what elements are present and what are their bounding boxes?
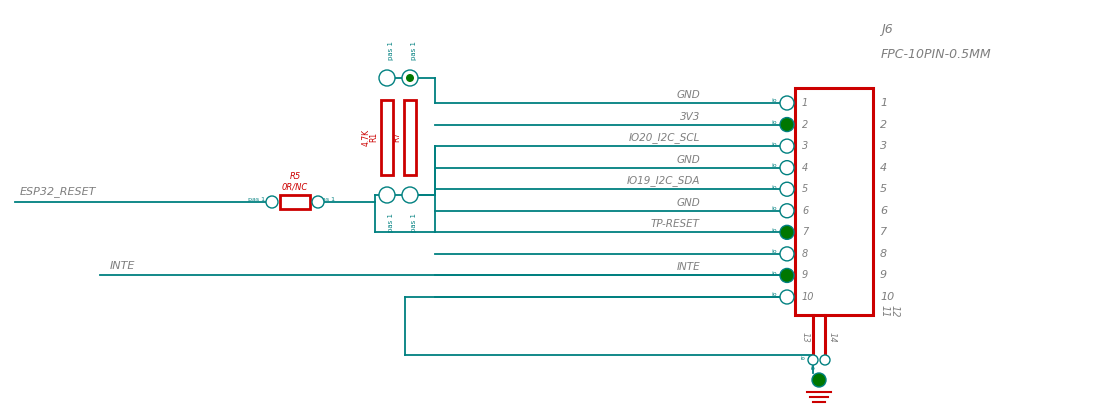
Text: 12: 12 [890, 305, 900, 318]
Text: 7: 7 [880, 227, 887, 237]
Text: 1: 1 [802, 98, 808, 108]
Circle shape [808, 355, 818, 365]
Text: io: io [771, 206, 777, 211]
Text: 2: 2 [802, 120, 808, 130]
Text: pas 1: pas 1 [411, 41, 417, 60]
Text: 10: 10 [880, 292, 895, 302]
Circle shape [266, 196, 278, 208]
Text: pas 1: pas 1 [318, 196, 335, 202]
Text: 5: 5 [802, 184, 808, 194]
Text: 5: 5 [880, 184, 887, 194]
Text: 8: 8 [880, 249, 887, 259]
Text: ESP32_RESET: ESP32_RESET [20, 186, 96, 197]
Circle shape [780, 268, 794, 282]
Circle shape [780, 204, 794, 218]
Bar [795, 88, 873, 315]
Text: io: io [771, 142, 777, 147]
Text: J6: J6 [881, 23, 892, 36]
Circle shape [780, 182, 794, 196]
Text: GND: GND [677, 155, 700, 165]
Text: 3V3: 3V3 [680, 112, 700, 122]
Bar [404, 100, 416, 175]
Text: 6: 6 [880, 206, 887, 216]
Text: io: io [771, 99, 777, 103]
Bar [280, 195, 310, 209]
Text: R7: R7 [392, 132, 401, 142]
Text: io: io [771, 271, 777, 276]
Text: INTE: INTE [677, 263, 700, 272]
Circle shape [780, 161, 794, 175]
Text: io: io [771, 292, 777, 297]
Text: 9: 9 [880, 270, 887, 280]
Text: 11: 11 [880, 305, 890, 318]
Text: 4: 4 [880, 163, 887, 173]
Text: 4.7K: 4.7K [362, 128, 371, 145]
Circle shape [402, 70, 418, 86]
Text: io: io [771, 185, 777, 190]
Circle shape [780, 225, 794, 239]
Text: 4.7K: 4.7K [385, 128, 394, 145]
Text: io: io [771, 249, 777, 255]
Text: 1: 1 [880, 98, 887, 108]
Circle shape [402, 187, 418, 203]
Text: 9: 9 [802, 270, 808, 280]
Text: 3: 3 [880, 141, 887, 151]
Text: 10: 10 [802, 292, 815, 302]
Text: 8: 8 [802, 249, 808, 259]
Circle shape [780, 247, 794, 261]
Circle shape [406, 74, 414, 82]
Text: pas 1: pas 1 [411, 213, 417, 232]
Text: 14: 14 [828, 332, 837, 342]
Text: io: io [771, 228, 777, 233]
Text: io: io [810, 366, 816, 370]
Text: IO20_I2C_SCL: IO20_I2C_SCL [629, 132, 700, 143]
Circle shape [820, 355, 830, 365]
Bar [381, 100, 393, 175]
Text: pas 1: pas 1 [247, 196, 265, 202]
Text: R1: R1 [369, 132, 378, 142]
Text: 2: 2 [880, 120, 887, 130]
Text: 7: 7 [802, 227, 808, 237]
Text: 3: 3 [802, 141, 808, 151]
Text: 0R/NC: 0R/NC [281, 182, 308, 191]
Text: io: io [771, 163, 777, 168]
Text: pas 1: pas 1 [388, 41, 394, 60]
Circle shape [812, 373, 826, 387]
Circle shape [780, 290, 794, 304]
Text: GND: GND [677, 198, 700, 208]
Text: io: io [800, 356, 805, 360]
Text: GND: GND [677, 90, 700, 100]
Text: FPC-10PIN-0.5MM: FPC-10PIN-0.5MM [881, 48, 992, 61]
Text: 13: 13 [802, 332, 810, 342]
Text: pas 1: pas 1 [388, 213, 394, 232]
Circle shape [780, 139, 794, 153]
Circle shape [780, 96, 794, 110]
Text: INTE: INTE [110, 261, 136, 271]
Text: IO19_I2C_SDA: IO19_I2C_SDA [626, 175, 700, 186]
Text: R5: R5 [289, 172, 301, 181]
Circle shape [312, 196, 324, 208]
Text: io: io [771, 120, 777, 125]
Circle shape [780, 118, 794, 132]
Text: 4: 4 [802, 163, 808, 173]
Circle shape [379, 70, 395, 86]
Text: 6: 6 [802, 206, 808, 216]
Text: TP-RESET: TP-RESET [652, 219, 700, 229]
Circle shape [379, 187, 395, 203]
